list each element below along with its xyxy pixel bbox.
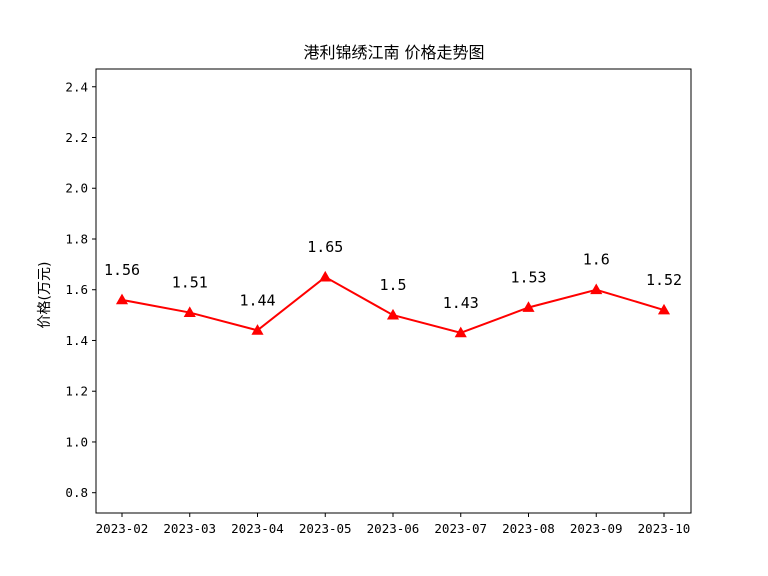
data-point-marker — [590, 283, 603, 295]
y-tick-label: 2.2 — [65, 130, 88, 145]
data-point-marker — [657, 303, 671, 315]
y-tick-label: 2.4 — [65, 79, 88, 94]
x-tick-label: 2023-02 — [96, 521, 149, 536]
y-tick-label: 0.8 — [65, 485, 88, 500]
data-label: 1.52 — [646, 271, 682, 289]
data-label: 1.51 — [172, 274, 208, 292]
chart-title: 港利锦绣江南 价格走势图 — [303, 43, 484, 62]
data-point-marker — [319, 270, 332, 282]
x-axis: 2023-02 2023-03 2023-04 2023-05 2023-06 2023-… — [96, 513, 691, 536]
data-point-marker — [115, 293, 129, 305]
x-tick-label: 2023-10 — [638, 521, 691, 536]
y-axis-label: 价格(万元) — [37, 262, 53, 329]
x-tick-label: 2023-09 — [570, 521, 623, 536]
series-price — [115, 270, 671, 338]
x-tick-label: 2023-03 — [163, 521, 216, 536]
data-point-marker — [183, 306, 196, 317]
x-tick-label: 2023-07 — [434, 521, 487, 536]
y-tick-label: 1.8 — [65, 231, 88, 246]
x-tick-label: 2023-08 — [502, 521, 555, 536]
x-tick-label: 2023-05 — [299, 521, 352, 536]
data-labels: 1.56 1.51 1.44 1.65 1.5 1.43 1.53 1.6 1.52 — [104, 238, 682, 312]
data-label: 1.5 — [379, 276, 406, 294]
data-point-marker — [454, 326, 467, 338]
data-label: 1.43 — [443, 294, 479, 312]
data-label: 1.53 — [510, 268, 546, 286]
data-label: 1.56 — [104, 261, 140, 279]
y-tick-label: 1.2 — [65, 384, 88, 399]
data-point-marker — [386, 308, 400, 320]
y-axis: 0.8 1.0 1.2 1.4 1.6 1.8 2.0 2.2 2.4 — [65, 79, 96, 500]
x-tick-label: 2023-06 — [367, 521, 420, 536]
y-tick-label: 1.0 — [65, 434, 88, 449]
data-point-marker — [522, 301, 535, 312]
data-label: 1.6 — [583, 251, 610, 269]
data-label: 1.65 — [307, 238, 343, 256]
y-tick-label: 1.6 — [65, 282, 88, 297]
data-point-marker — [251, 324, 264, 335]
y-tick-label: 1.4 — [65, 333, 88, 348]
x-tick-label: 2023-04 — [231, 521, 284, 536]
data-label: 1.44 — [239, 291, 275, 309]
y-tick-label: 2.0 — [65, 181, 88, 196]
